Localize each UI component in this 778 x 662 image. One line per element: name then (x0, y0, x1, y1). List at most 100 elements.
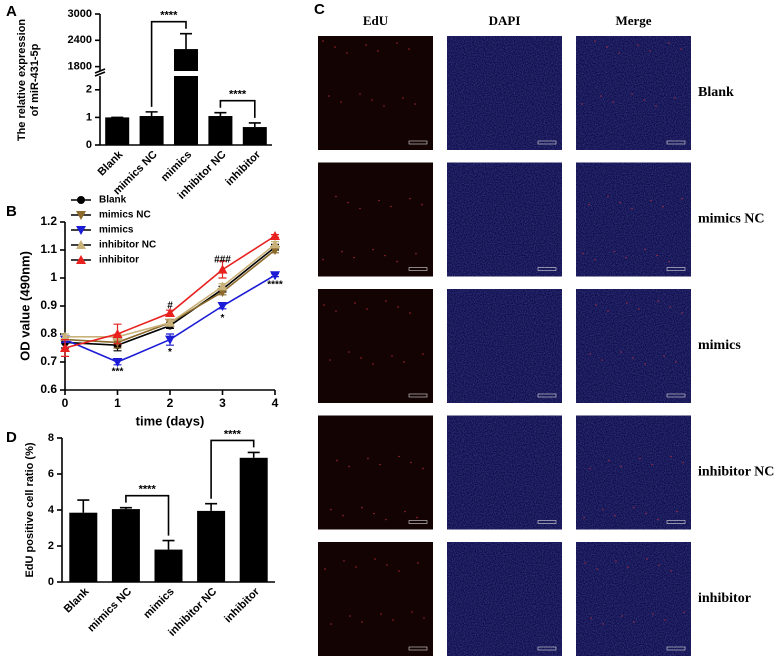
cell-dot (631, 93, 633, 95)
cell-dot (347, 201, 349, 204)
bar (174, 49, 198, 71)
cell-dot (409, 197, 411, 200)
cell-dot (355, 566, 357, 568)
cell-dot (590, 617, 592, 619)
cell-dot (385, 518, 387, 521)
cell-dot (324, 568, 326, 570)
marker (76, 226, 86, 235)
row-label: Blank (698, 85, 734, 100)
cell-dot (627, 566, 629, 568)
error-bar (247, 451, 260, 458)
annotation: **** (267, 280, 283, 291)
scale-bar (408, 140, 428, 145)
marker (112, 329, 123, 338)
cell-dot (681, 312, 683, 314)
significance-bracket (210, 439, 255, 499)
cell-dot (633, 506, 635, 509)
column-header: Merge (615, 13, 651, 28)
y-tick-label: 4 (48, 504, 55, 516)
cell-dot (676, 510, 678, 513)
cell-dot (651, 463, 653, 466)
cell-dot (404, 510, 406, 513)
y-axis-label: of miR-431-5p (29, 43, 41, 116)
scale-bar (537, 393, 557, 398)
cell-dot (668, 260, 670, 263)
cell-dot (595, 304, 597, 306)
row-label: inhibitor NC (698, 465, 774, 480)
marker (270, 271, 280, 281)
cell-dot (354, 302, 356, 304)
legend-label: inhibitor (99, 255, 139, 266)
column-header: EdU (363, 13, 389, 28)
cell-dot (588, 203, 590, 206)
y-tick-label: 0 (86, 139, 92, 151)
y-tick-label: 0.9 (40, 298, 57, 312)
y-tick-label: 0.8 (40, 326, 57, 340)
cell-dot (602, 623, 604, 625)
axis-break (94, 68, 106, 74)
cell-dot (361, 621, 363, 623)
marker (165, 308, 175, 317)
cell-dot (384, 254, 386, 257)
marker (112, 358, 123, 367)
panel-label: B (6, 203, 17, 220)
cell-dot (397, 306, 399, 308)
cell-dot (583, 516, 585, 519)
marker (217, 281, 228, 291)
cell-dot (644, 363, 646, 365)
cell-dot (670, 455, 672, 458)
cell-dot (606, 46, 608, 48)
x-tick-label: Blank (62, 585, 92, 615)
cell-dot (682, 461, 684, 464)
cell-dot (601, 359, 603, 361)
cell-dot (674, 97, 676, 99)
x-axis-label: time (days) (136, 413, 205, 428)
cell-dot (422, 353, 424, 355)
cell-dot (645, 512, 647, 515)
cell-dot (410, 461, 412, 464)
cell-dot (330, 623, 332, 625)
cell-dot (423, 617, 425, 619)
cell-dot (398, 455, 400, 458)
cell-dot (371, 99, 373, 101)
scale-bar (408, 393, 428, 398)
cell-dot (643, 99, 645, 101)
y-axis-label: The relative expression (16, 19, 28, 142)
cell-dot (336, 459, 338, 462)
micrograph-texture (447, 289, 562, 403)
cell-dot (359, 93, 361, 95)
cell-dot (594, 40, 596, 42)
cell-dot (359, 207, 361, 210)
cell-dot (335, 310, 337, 312)
cell-dot (637, 44, 639, 46)
y-tick-label: 1.2 (40, 214, 57, 228)
marker (217, 264, 228, 274)
cell-dot (670, 570, 672, 572)
legend-label: mimics (99, 225, 134, 236)
y-axis-label: EdU positive cell ratio (%) (24, 442, 36, 577)
y-axis-label: OD value (490nm) (17, 251, 32, 361)
legend-label: inhibitor NC (99, 240, 156, 251)
micrograph-texture (447, 36, 562, 150)
cell-dot (657, 300, 659, 302)
series-line (64, 246, 276, 347)
cell-dot (662, 205, 664, 208)
cell-dot (417, 562, 419, 564)
significance-label: **** (224, 428, 242, 440)
micrograph (318, 162, 433, 277)
cell-dot (386, 564, 388, 566)
error-bar (119, 506, 132, 510)
cell-dot (403, 361, 405, 363)
cell-dot (615, 560, 617, 562)
bar (69, 512, 98, 582)
y-tick-label: 8 (48, 432, 54, 444)
cell-dot (602, 508, 604, 511)
marker (60, 331, 70, 341)
row-label: inhibitor (698, 591, 751, 606)
error-bar (248, 122, 261, 128)
cell-dot (600, 95, 602, 97)
cell-dot (632, 357, 634, 359)
micrograph-texture (576, 542, 691, 656)
cell-dot (675, 361, 677, 363)
